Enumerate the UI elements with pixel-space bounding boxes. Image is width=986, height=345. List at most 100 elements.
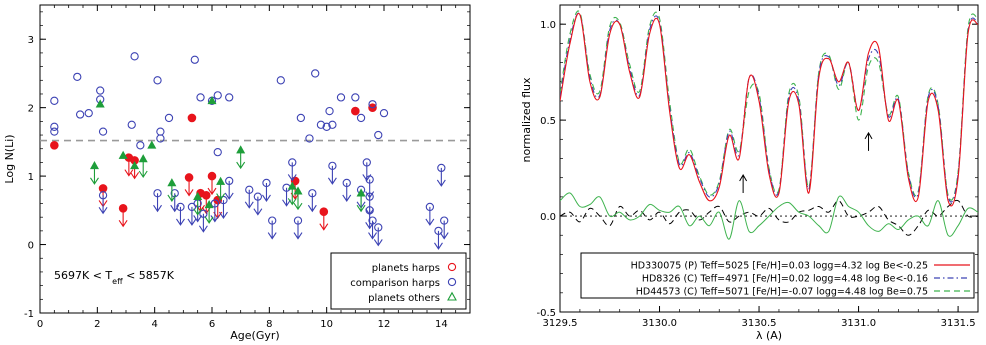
upper-limit-point (216, 176, 226, 185)
right-legend-label: HD330075 (P) Teff=5025 [Fe/H]=0.03 logg=… (631, 261, 928, 272)
detection-point (305, 134, 314, 143)
upper-limit-arrow (224, 180, 234, 200)
left-y-tick-label: 0 (28, 241, 34, 252)
spectrum-lines (560, 10, 978, 240)
upper-limit-arrow (307, 193, 317, 213)
detection-point (190, 55, 199, 64)
left-legend-marker (447, 291, 457, 301)
left-x-tick-label: 2 (94, 319, 100, 330)
detection-point (136, 141, 145, 150)
right-y-tick-label: 1.0 (540, 20, 556, 31)
upper-limit-point (98, 184, 108, 193)
detection-point (156, 127, 165, 136)
spectrum-line-2 (560, 10, 978, 201)
upper-limit-point (207, 171, 217, 181)
left-data-points (50, 52, 449, 250)
left-y-ticks: -1 0 1 2 3 (24, 11, 470, 320)
upper-limit-point (374, 223, 383, 232)
upper-limit-point (288, 158, 297, 167)
detection-point (374, 130, 383, 140)
detection-point (75, 110, 85, 119)
right-x-tick-label: 3131.5 (941, 318, 976, 329)
left-x-tick-label: 8 (266, 319, 272, 330)
upper-limit-point (138, 154, 148, 163)
upper-limit-arrow (282, 187, 291, 207)
residual-line (560, 199, 978, 236)
right-x-tick-label: 3131.0 (841, 318, 876, 329)
upper-limit-point (118, 203, 128, 213)
left-x-tick-label: 0 (37, 319, 43, 330)
right-x-ticks: 3129.5 3130.0 3130.5 3131.0 3131.5 (543, 5, 979, 329)
upper-limit-point (365, 192, 374, 201)
left-y-tick-label: 2 (28, 104, 34, 115)
right-legend-box (580, 252, 975, 299)
marker-arrow (864, 131, 873, 151)
upper-limit-arrow (327, 165, 337, 185)
upper-limit-point (434, 226, 443, 236)
marker-arrow (739, 174, 748, 194)
detection-point (276, 76, 285, 85)
upper-limit-arrow (176, 206, 185, 226)
upper-limit-point (293, 186, 303, 195)
upper-limit-point (210, 199, 220, 208)
upper-limit-arrow (342, 182, 352, 202)
upper-limit-arrow (153, 193, 162, 213)
right-x-tick-label: 3129.5 (543, 318, 578, 329)
detection-point (213, 148, 222, 157)
upper-limit-point (368, 216, 377, 225)
detection-point (156, 134, 165, 143)
detection-point (118, 150, 128, 159)
upper-limit-point (268, 216, 277, 225)
left-x-ticks: 0 2 4 6 8 10 12 14 (37, 5, 471, 330)
detection-point (336, 93, 346, 102)
left-legend-label: comparison harps (350, 278, 440, 289)
right-x-tick-label: 3130.0 (642, 318, 677, 329)
upper-limit-point (219, 195, 228, 205)
detection-point (351, 93, 360, 102)
upper-limit-arrow (293, 220, 303, 240)
detection-point (127, 120, 136, 129)
detection-point (50, 141, 59, 150)
left-legend-marker (447, 262, 457, 272)
detection-point (356, 113, 366, 123)
upper-limit-point (193, 191, 203, 200)
upper-limit-arrow (98, 195, 108, 215)
upper-limit-point (308, 189, 317, 198)
detection-point (196, 93, 205, 102)
right-legend-label: HD44573 (C) Teff=5071 [Fe/H]=-0.07 logg=… (636, 287, 928, 298)
detection-point (98, 127, 108, 136)
detection-point (368, 100, 377, 109)
upper-limit-arrow (436, 167, 446, 187)
detection-point (328, 120, 337, 129)
left-x-tick-label: 14 (435, 319, 448, 330)
right-y-tick-label: -0.5 (536, 308, 556, 319)
upper-limit-point (342, 178, 351, 188)
upper-limit-arrow (262, 182, 271, 202)
upper-limit-point (287, 181, 297, 190)
upper-limit-point (440, 216, 449, 225)
left-x-tick-label: 6 (209, 319, 215, 330)
upper-limit-point (199, 209, 208, 218)
upper-limit-point (204, 200, 214, 209)
left-x-axis-label: Age(Gyr) (230, 329, 279, 342)
left-legend-label: planets harps (372, 263, 440, 274)
spectrum-line-1 (560, 12, 978, 203)
spectrum-line-0 (560, 12, 978, 207)
right-legend-label: HD8326 (C) Teff=4971 [Fe/H]=0.02 logg=4.… (642, 274, 928, 285)
left-legend-marker (447, 277, 457, 287)
detection-point (351, 106, 360, 116)
detection-point (130, 52, 139, 61)
left-x-tick-label: 4 (151, 319, 157, 330)
upper-limit-point (225, 176, 234, 186)
left-legend-box (330, 252, 467, 310)
upper-limit-point (319, 207, 329, 217)
upper-limit-point (89, 161, 99, 170)
upper-limit-point (253, 192, 263, 201)
upper-limit-arrow (267, 220, 277, 240)
detection-point (316, 120, 326, 129)
upper-limit-arrow (373, 227, 383, 247)
upper-limit-point (365, 175, 374, 184)
right-y-axis-label: normalized flux (520, 77, 533, 163)
